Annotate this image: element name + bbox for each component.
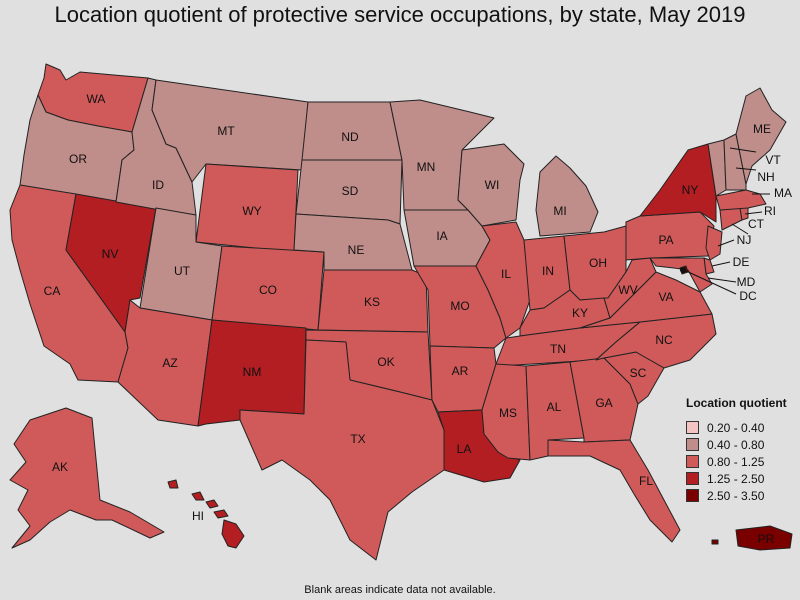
state-label: KY: [572, 306, 588, 320]
state-label: WV: [618, 283, 637, 297]
state-label: TX: [350, 432, 365, 446]
state-label: GA: [595, 396, 612, 410]
state-mi[interactable]: [535, 155, 599, 237]
state-label: PA: [658, 233, 673, 247]
state-me[interactable]: [735, 87, 787, 185]
state-label: IL: [501, 267, 511, 281]
state-label: AR: [452, 364, 469, 378]
state-label: LA: [457, 442, 472, 456]
legend-label: 0.40 - 0.80: [707, 437, 765, 452]
legend-label: 0.20 - 0.40: [707, 420, 765, 435]
state-label: UT: [174, 264, 191, 278]
state-label: MI: [553, 204, 566, 218]
state-label: OK: [377, 355, 394, 369]
footnote: Blank areas indicate data not available.: [304, 584, 496, 596]
state-label: IN: [542, 264, 554, 278]
state-label: CO: [259, 283, 277, 297]
state-label: ME: [753, 122, 771, 136]
state-label: MS: [499, 406, 517, 420]
state-label: NM: [243, 365, 262, 379]
state-label: MD: [737, 275, 756, 289]
legend-item: 2.50 - 3.50: [686, 487, 787, 504]
state-fl[interactable]: [547, 439, 681, 543]
legend: Location quotient 0.20 - 0.40 0.40 - 0.8…: [686, 396, 787, 504]
state-label: KS: [364, 295, 380, 309]
state-label: TN: [550, 342, 566, 356]
state-label: FL: [639, 474, 653, 488]
state-ks[interactable]: [317, 269, 429, 333]
legend-item: 0.20 - 0.40: [686, 419, 787, 436]
state-label: WY: [242, 204, 261, 218]
legend-swatch: [686, 421, 699, 434]
state-label: VT: [765, 153, 781, 167]
state-label: NH: [757, 170, 774, 184]
state-label: SD: [342, 184, 359, 198]
map-title: Location quotient of protective service …: [54, 2, 746, 27]
state-tx[interactable]: [239, 339, 445, 561]
legend-item: 1.25 - 2.50: [686, 470, 787, 487]
state-label: OR: [69, 152, 87, 166]
state-pr[interactable]: [711, 525, 793, 551]
state-hi[interactable]: [167, 479, 245, 549]
state-label: AZ: [162, 356, 177, 370]
state-label: RI: [764, 204, 776, 218]
state-label: DC: [739, 289, 757, 303]
state-label: HI: [192, 509, 204, 523]
legend-swatch: [686, 438, 699, 451]
state-label: NY: [682, 183, 699, 197]
state-label: OH: [589, 256, 607, 270]
legend-item: 0.40 - 0.80: [686, 436, 787, 453]
state-label: ND: [341, 130, 359, 144]
state-label: SC: [630, 366, 647, 380]
state-label: MN: [417, 160, 436, 174]
state-label: IA: [436, 229, 447, 243]
state-ny[interactable]: [639, 143, 717, 223]
state-label: DE: [733, 255, 750, 269]
state-label: WI: [485, 178, 500, 192]
state-label: CT: [748, 217, 765, 231]
state-md[interactable]: [649, 257, 713, 293]
state-label: AL: [547, 400, 562, 414]
legend-label: 2.50 - 3.50: [707, 488, 765, 503]
state-label: WA: [87, 92, 106, 106]
state-label: MA: [774, 186, 792, 200]
state-label: NV: [102, 247, 119, 261]
state-ak[interactable]: [9, 407, 165, 549]
state-label: CA: [44, 284, 61, 298]
state-nh[interactable]: [723, 133, 747, 191]
state-label: ID: [152, 178, 164, 192]
state-label: NC: [655, 333, 673, 347]
leader-lines: [683, 147, 770, 295]
legend-title: Location quotient: [686, 396, 787, 410]
legend-swatch: [686, 489, 699, 502]
state-label: VA: [658, 290, 673, 304]
legend-swatch: [686, 455, 699, 468]
state-wi[interactable]: [457, 143, 525, 227]
state-nj[interactable]: [705, 225, 723, 261]
state-label: PR: [758, 532, 775, 546]
state-label: MT: [217, 124, 235, 138]
legend-swatch: [686, 472, 699, 485]
state-ms[interactable]: [481, 363, 531, 461]
legend-item: 0.80 - 1.25: [686, 453, 787, 470]
state-label: MO: [450, 299, 469, 313]
state-nc[interactable]: [595, 313, 717, 369]
state-label: NE: [348, 243, 365, 257]
state-ma[interactable]: [715, 189, 767, 211]
legend-label: 1.25 - 2.50: [707, 471, 765, 486]
state-ct[interactable]: [719, 207, 743, 231]
state-label: NJ: [737, 233, 752, 247]
state-label: AK: [52, 460, 68, 474]
dc-marker: [680, 267, 686, 273]
legend-label: 0.80 - 1.25: [707, 454, 765, 469]
